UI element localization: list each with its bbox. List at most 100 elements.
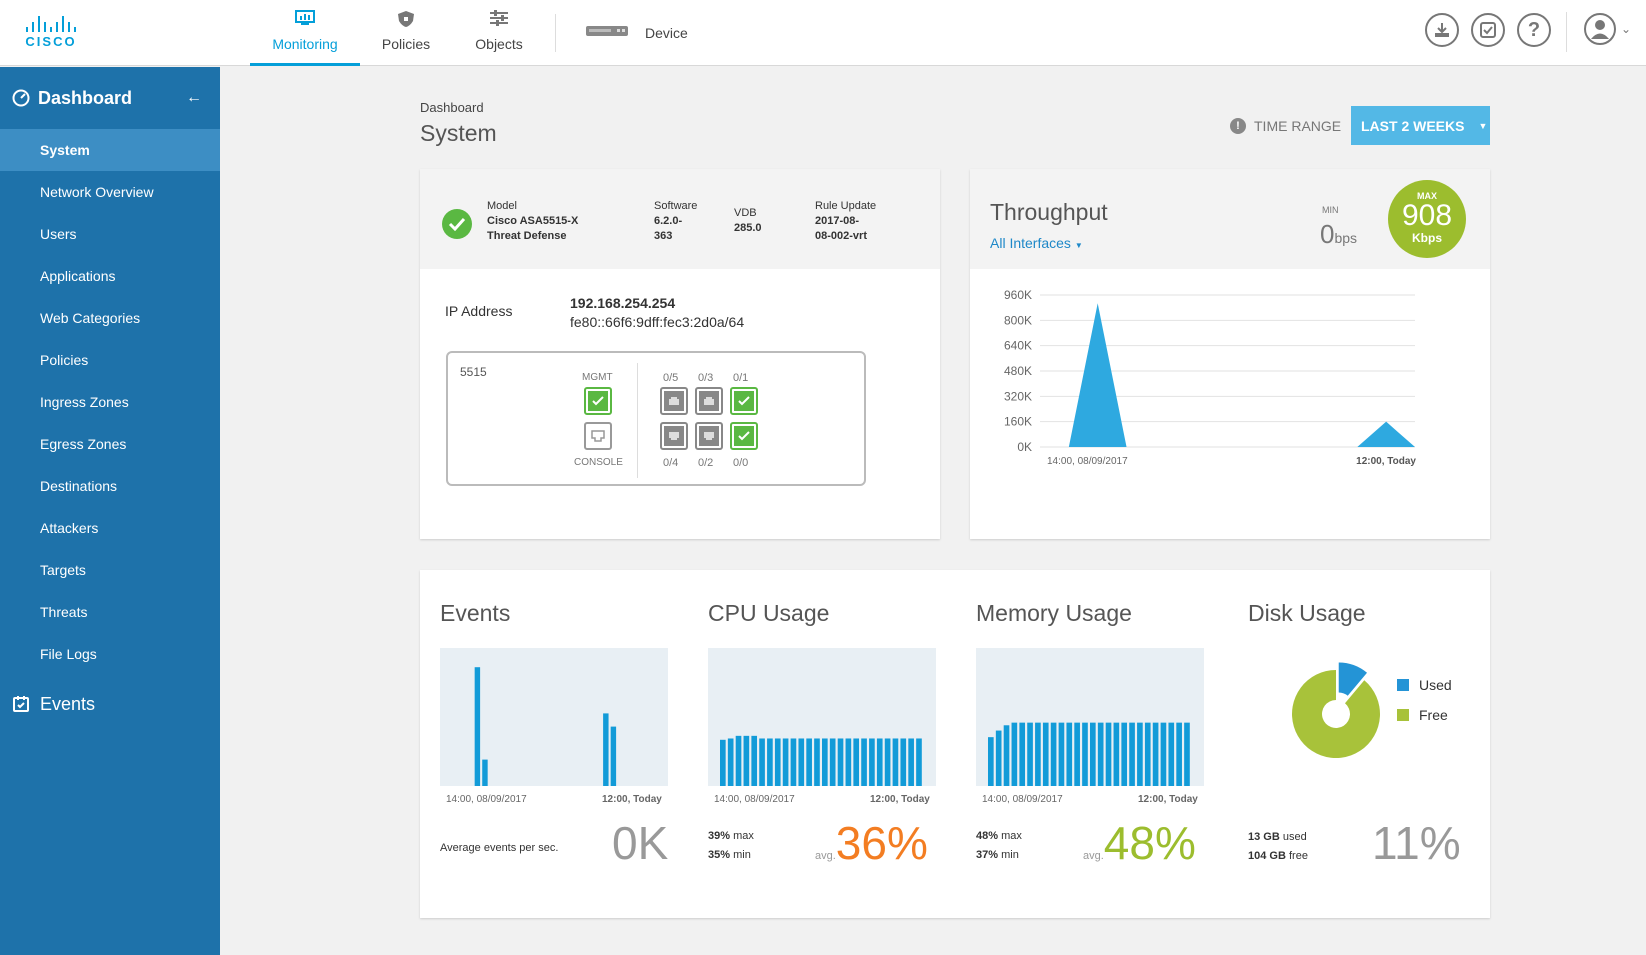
- sidebar-item-network-overview[interactable]: Network Overview: [40, 184, 154, 200]
- cpu-title: CPU Usage: [708, 600, 830, 626]
- disk-pie-chart: [1292, 662, 1380, 758]
- memory-bar: [1168, 722, 1175, 786]
- cpu-bar: [853, 738, 860, 786]
- sidebar-item-egress-zones[interactable]: Egress Zones: [40, 436, 127, 452]
- software-field: Software 6.2.0- 363: [654, 199, 697, 244]
- chevron-down-icon: ⌄: [1621, 22, 1632, 36]
- disk-value: 11%: [1372, 817, 1461, 869]
- mgmt-port[interactable]: [584, 387, 612, 415]
- sidebar-item-threats[interactable]: Threats: [40, 604, 88, 620]
- sidebar-item-users[interactable]: Users: [40, 226, 77, 242]
- cpu-min-max: 39% max 35% min: [708, 827, 754, 865]
- tab-policies-label: Policies: [381, 36, 431, 52]
- model-value-line1: Cisco ASA5515-X: [487, 215, 579, 227]
- chassis-model: 5515: [460, 365, 487, 379]
- port-label-0-1: 0/1: [733, 372, 749, 384]
- y-tick-label: 160K: [1004, 415, 1032, 429]
- port-0-1[interactable]: [730, 387, 758, 415]
- legend-free-label: Free: [1419, 707, 1448, 723]
- port-0-3[interactable]: [695, 387, 723, 415]
- memory-min-label: min: [1001, 849, 1019, 861]
- time-range-dropdown[interactable]: LAST 2 WEEKS ▼: [1351, 106, 1490, 145]
- cpu-chart-area: [708, 648, 936, 786]
- tab-objects-label: Objects: [475, 36, 523, 52]
- cpu-chart: [720, 735, 922, 786]
- help-button[interactable]: ?: [1517, 13, 1551, 47]
- events-chart: [474, 667, 617, 786]
- console-port[interactable]: [584, 422, 612, 450]
- events-avg-label: Average events per sec.: [440, 842, 559, 854]
- task-list-button[interactable]: [1471, 13, 1505, 47]
- cpu-x-end: 12:00, Today: [870, 794, 930, 805]
- disk-title: Disk Usage: [1248, 600, 1366, 626]
- cpu-bar: [720, 739, 726, 786]
- cpu-bar: [829, 738, 836, 786]
- sidebar-item-attackers[interactable]: Attackers: [40, 520, 99, 536]
- cpu-bar: [790, 738, 797, 786]
- sidebar-item-targets[interactable]: Targets: [40, 562, 86, 578]
- throughput-area: [1040, 303, 1415, 447]
- info-icon[interactable]: !: [1230, 118, 1246, 134]
- cpu-bar: [798, 738, 805, 786]
- memory-bar: [1035, 722, 1041, 786]
- max-bubble: MAX 908 Kbps: [1388, 180, 1466, 258]
- sidebar-item-system[interactable]: System: [0, 129, 220, 171]
- memory-bar: [1050, 722, 1057, 786]
- breadcrumb[interactable]: Dashboard: [420, 100, 484, 115]
- sidebar-item-applications[interactable]: Applications: [40, 268, 116, 284]
- events-bar: [603, 713, 609, 786]
- tab-device[interactable]: Device: [585, 24, 688, 41]
- memory-title: Memory Usage: [976, 600, 1132, 626]
- collapse-arrow-icon[interactable]: ←: [186, 89, 202, 106]
- cpu-bar: [814, 738, 820, 786]
- sidebar-item-web-categories[interactable]: Web Categories: [40, 310, 141, 326]
- interfaces-dropdown[interactable]: All Interfaces ▼: [990, 235, 1083, 251]
- memory-bar: [1129, 722, 1135, 786]
- cisco-logo[interactable]: CISCO: [20, 14, 90, 50]
- min-unit: bps: [1334, 230, 1358, 246]
- y-tick-label: 480K: [1004, 364, 1032, 378]
- cpu-bar: [845, 738, 852, 786]
- throughput-chart: 960K 800K 640K 480K 320K 160K 0K 14:00, 08/09/2…: [1004, 288, 1416, 467]
- cpu-bar: [908, 738, 914, 786]
- user-menu[interactable]: ⌄: [1583, 12, 1631, 46]
- cpu-max: 39%: [708, 830, 731, 842]
- monitor-chart-icon: [250, 0, 360, 28]
- cpu-bar: [869, 738, 875, 786]
- sidebar-title: Dashboard: [38, 87, 133, 108]
- sidebar-item-policies[interactable]: Policies: [40, 352, 89, 368]
- tab-policies[interactable]: Policies: [366, 0, 446, 66]
- cpu-bar: [735, 735, 742, 786]
- memory-bar: [1074, 722, 1080, 786]
- memory-bar: [1137, 722, 1143, 786]
- memory-max-label: max: [1001, 830, 1022, 842]
- memory-bar: [1058, 722, 1065, 786]
- pie-slice-used: [1338, 662, 1368, 696]
- sidebar-item-file-logs[interactable]: File Logs: [40, 646, 97, 662]
- memory-bar: [1066, 722, 1073, 786]
- cpu-avg-label: avg.: [815, 850, 836, 862]
- cpu-average: avg.36%: [815, 818, 928, 881]
- cpu-bar: [806, 738, 812, 786]
- port-0-0[interactable]: [730, 422, 758, 450]
- sidebar-item-ingress-zones[interactable]: Ingress Zones: [40, 394, 129, 410]
- sidebar-events[interactable]: Events: [0, 679, 220, 729]
- tab-monitoring[interactable]: Monitoring: [250, 0, 360, 66]
- port-0-4[interactable]: [660, 422, 688, 450]
- checklist-icon: [1480, 22, 1496, 38]
- y-tick-label: 960K: [1004, 288, 1032, 302]
- sidebar-dashboard-header[interactable]: Dashboard ←: [0, 67, 220, 129]
- port-label-0-0: 0/0: [733, 457, 749, 469]
- sidebar-item-destinations[interactable]: Destinations: [40, 478, 118, 494]
- disk-used-label: used: [1282, 831, 1307, 843]
- port-0-5[interactable]: [660, 387, 688, 415]
- deploy-button[interactable]: [1425, 13, 1459, 47]
- x-tick-label: 12:00, Today: [1356, 456, 1416, 467]
- memory-bar: [1003, 725, 1010, 786]
- tab-objects[interactable]: Objects: [458, 0, 540, 66]
- memory-bar: [1082, 722, 1088, 786]
- port-0-2[interactable]: [695, 422, 723, 450]
- legend-used-swatch: [1397, 679, 1409, 691]
- y-tick-label: 800K: [1004, 313, 1032, 327]
- brand-name: CISCO: [25, 34, 77, 49]
